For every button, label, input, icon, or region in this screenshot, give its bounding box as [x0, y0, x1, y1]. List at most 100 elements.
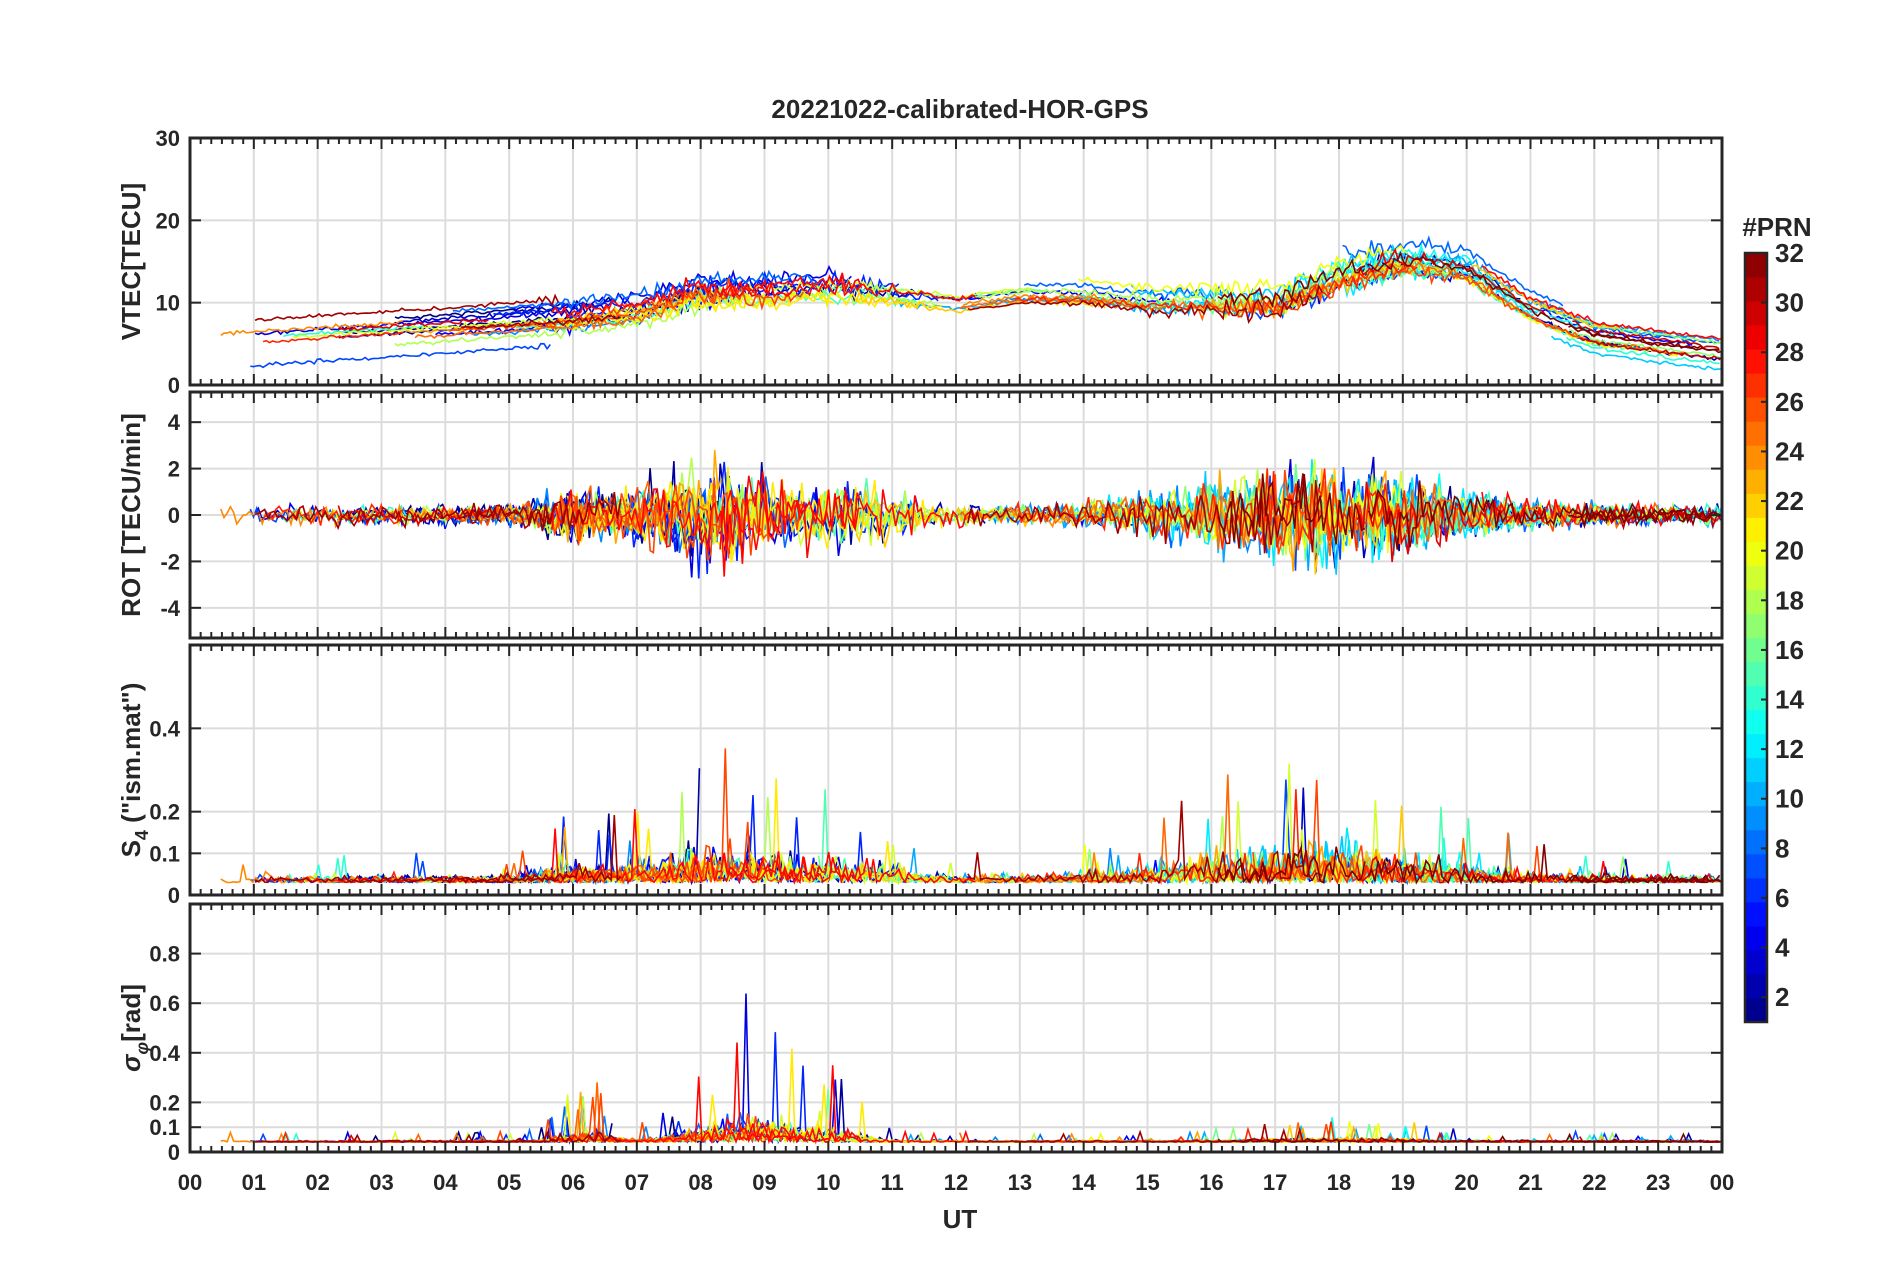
y-tick-label: 0.6 — [149, 991, 180, 1016]
trace-prn-26 — [448, 1096, 804, 1143]
trace-prn-18 — [394, 302, 705, 347]
colorbar-segment — [1745, 253, 1767, 278]
trace-prn-14 — [1565, 336, 1720, 365]
trace-prn-28 — [1481, 265, 1722, 340]
trace-prn-28 — [551, 272, 863, 320]
colorbar-segment — [1745, 781, 1767, 807]
trace-prn-32 — [1217, 844, 1366, 885]
colorbar-segment — [1745, 325, 1767, 350]
colorbar-frame — [1743, 251, 1769, 1024]
trace-prn-28 — [719, 277, 976, 302]
colorbar-tick-label: 20 — [1775, 536, 1804, 566]
panel-grid — [189, 137, 1723, 386]
panel-grid — [189, 904, 1723, 1153]
colorbar-segment — [1745, 589, 1767, 614]
x-tick-label: 12 — [944, 1170, 968, 1195]
colorbar-segment — [1745, 709, 1767, 735]
y-tick-label: 0.2 — [149, 1090, 180, 1115]
x-tick-label: 13 — [1008, 1170, 1032, 1195]
panel-xticks — [189, 392, 1723, 638]
y-tick-label: 0.4 — [149, 1041, 180, 1066]
colorbar-segment — [1745, 421, 1767, 446]
colorbar-tick-label: 8 — [1775, 833, 1789, 863]
y-tick-label: 0 — [168, 503, 180, 528]
x-tick-label: 00 — [178, 1170, 202, 1195]
x-tick-label: 02 — [305, 1170, 329, 1195]
y-axis-label-rest: [rad] — [116, 984, 146, 1042]
trace-prn-32 — [1217, 1137, 1366, 1143]
panel-1: 0 10 20 30 VTEC[TECU] — [116, 126, 1724, 398]
trace-prn-24 — [220, 320, 403, 336]
y-tick-label: 0 — [168, 883, 180, 908]
x-tick-label: 01 — [242, 1170, 266, 1195]
trace-prn-32 — [1367, 844, 1721, 886]
y-tick-label: 0.1 — [149, 841, 180, 866]
colorbar-tick-label: 16 — [1775, 635, 1804, 665]
y-tick-label: 0.1 — [149, 1115, 180, 1140]
y-tick-label: 0 — [168, 1140, 180, 1165]
colorbar-tick-label: 28 — [1775, 337, 1804, 367]
colorbar-tick-label: 26 — [1775, 387, 1804, 417]
colorbar-segment — [1745, 997, 1767, 1023]
chart-title: 20221022-calibrated-HOR-GPS — [771, 94, 1148, 124]
x-tick-label: 11 — [881, 1170, 904, 1195]
x-tick-label: 17 — [1263, 1170, 1287, 1195]
trace-prn-8 — [1023, 282, 1223, 302]
colorbar-segment — [1745, 637, 1767, 663]
colorbar-tick-label: 2 — [1775, 982, 1789, 1012]
colorbar-tick-label: 12 — [1775, 734, 1804, 764]
trace-prn-27 — [262, 502, 404, 526]
trace-prn-31 — [967, 800, 1323, 886]
y-tick-label: 10 — [156, 291, 180, 316]
panel-grid — [189, 645, 1723, 896]
colorbar-title: #PRN — [1742, 212, 1811, 242]
y-axis-label-sub: 4 — [132, 830, 152, 840]
x-tick-label: 06 — [561, 1170, 585, 1195]
x-tick-label: 20 — [1454, 1170, 1478, 1195]
x-tick-label: 07 — [625, 1170, 649, 1195]
trace-prn-31 — [967, 1123, 1323, 1143]
x-axis-label: UT — [943, 1204, 978, 1234]
colorbar-tick-label: 32 — [1775, 238, 1804, 268]
y-tick-label: 2 — [168, 457, 180, 482]
colorbar-segment — [1745, 805, 1767, 831]
colorbar-segment — [1745, 445, 1767, 470]
colorbar-segment — [1745, 493, 1767, 518]
colorbar-tick-label: 18 — [1775, 585, 1804, 615]
trace-prn-31 — [967, 284, 1323, 325]
trace-prn-29 — [338, 318, 489, 332]
y-axis-label-main: S — [116, 840, 146, 857]
x-tick-label: 15 — [1135, 1170, 1159, 1195]
x-tick-label: 04 — [433, 1170, 458, 1195]
colorbar-tick-label: 4 — [1775, 933, 1790, 963]
trace-prn-32 — [1368, 1132, 1720, 1144]
y-axis-label-rest: ("ism.mat") — [116, 683, 146, 830]
y-axis-label: σφ[rad] — [116, 984, 152, 1072]
x-tick-label: 22 — [1582, 1170, 1606, 1195]
trace-prn-28 — [551, 809, 863, 885]
panel-4: 00.10.2 0.4 0.6 0.8 σφ[rad] — [116, 902, 1724, 1165]
trace-prn-29 — [1356, 247, 1546, 316]
y-axis-label-sub: φ — [132, 1042, 152, 1055]
trace-prn-28 — [719, 1125, 976, 1145]
trace-prn-31 — [460, 815, 622, 884]
y-tick-label: 4 — [168, 410, 181, 435]
colorbar-segment — [1745, 349, 1767, 374]
y-axis-label: S4 ("ism.mat") — [116, 683, 152, 858]
trace-prn-32 — [1217, 473, 1366, 545]
trace-prn-31 — [254, 871, 559, 884]
colorbar-segment — [1745, 901, 1767, 927]
x-tick-label: 10 — [816, 1170, 840, 1195]
x-tick-label: 08 — [688, 1170, 712, 1195]
panel-2: -4 -2 0 2 4 ROT [TECU/min] — [116, 390, 1724, 640]
x-tick-label: 05 — [497, 1170, 521, 1195]
colorbar-segment — [1745, 301, 1767, 326]
trace-prn-26 — [448, 287, 805, 332]
panel-3: 00.10.20.4S4 ("ism.mat") — [116, 643, 1724, 908]
y-axis-label: ROT [TECU/min] — [116, 413, 146, 617]
colorbar-segment — [1745, 613, 1767, 638]
trace-prn-28 — [720, 851, 976, 885]
colorbar-segment — [1745, 517, 1767, 542]
trace-prn-32 — [1567, 872, 1722, 884]
